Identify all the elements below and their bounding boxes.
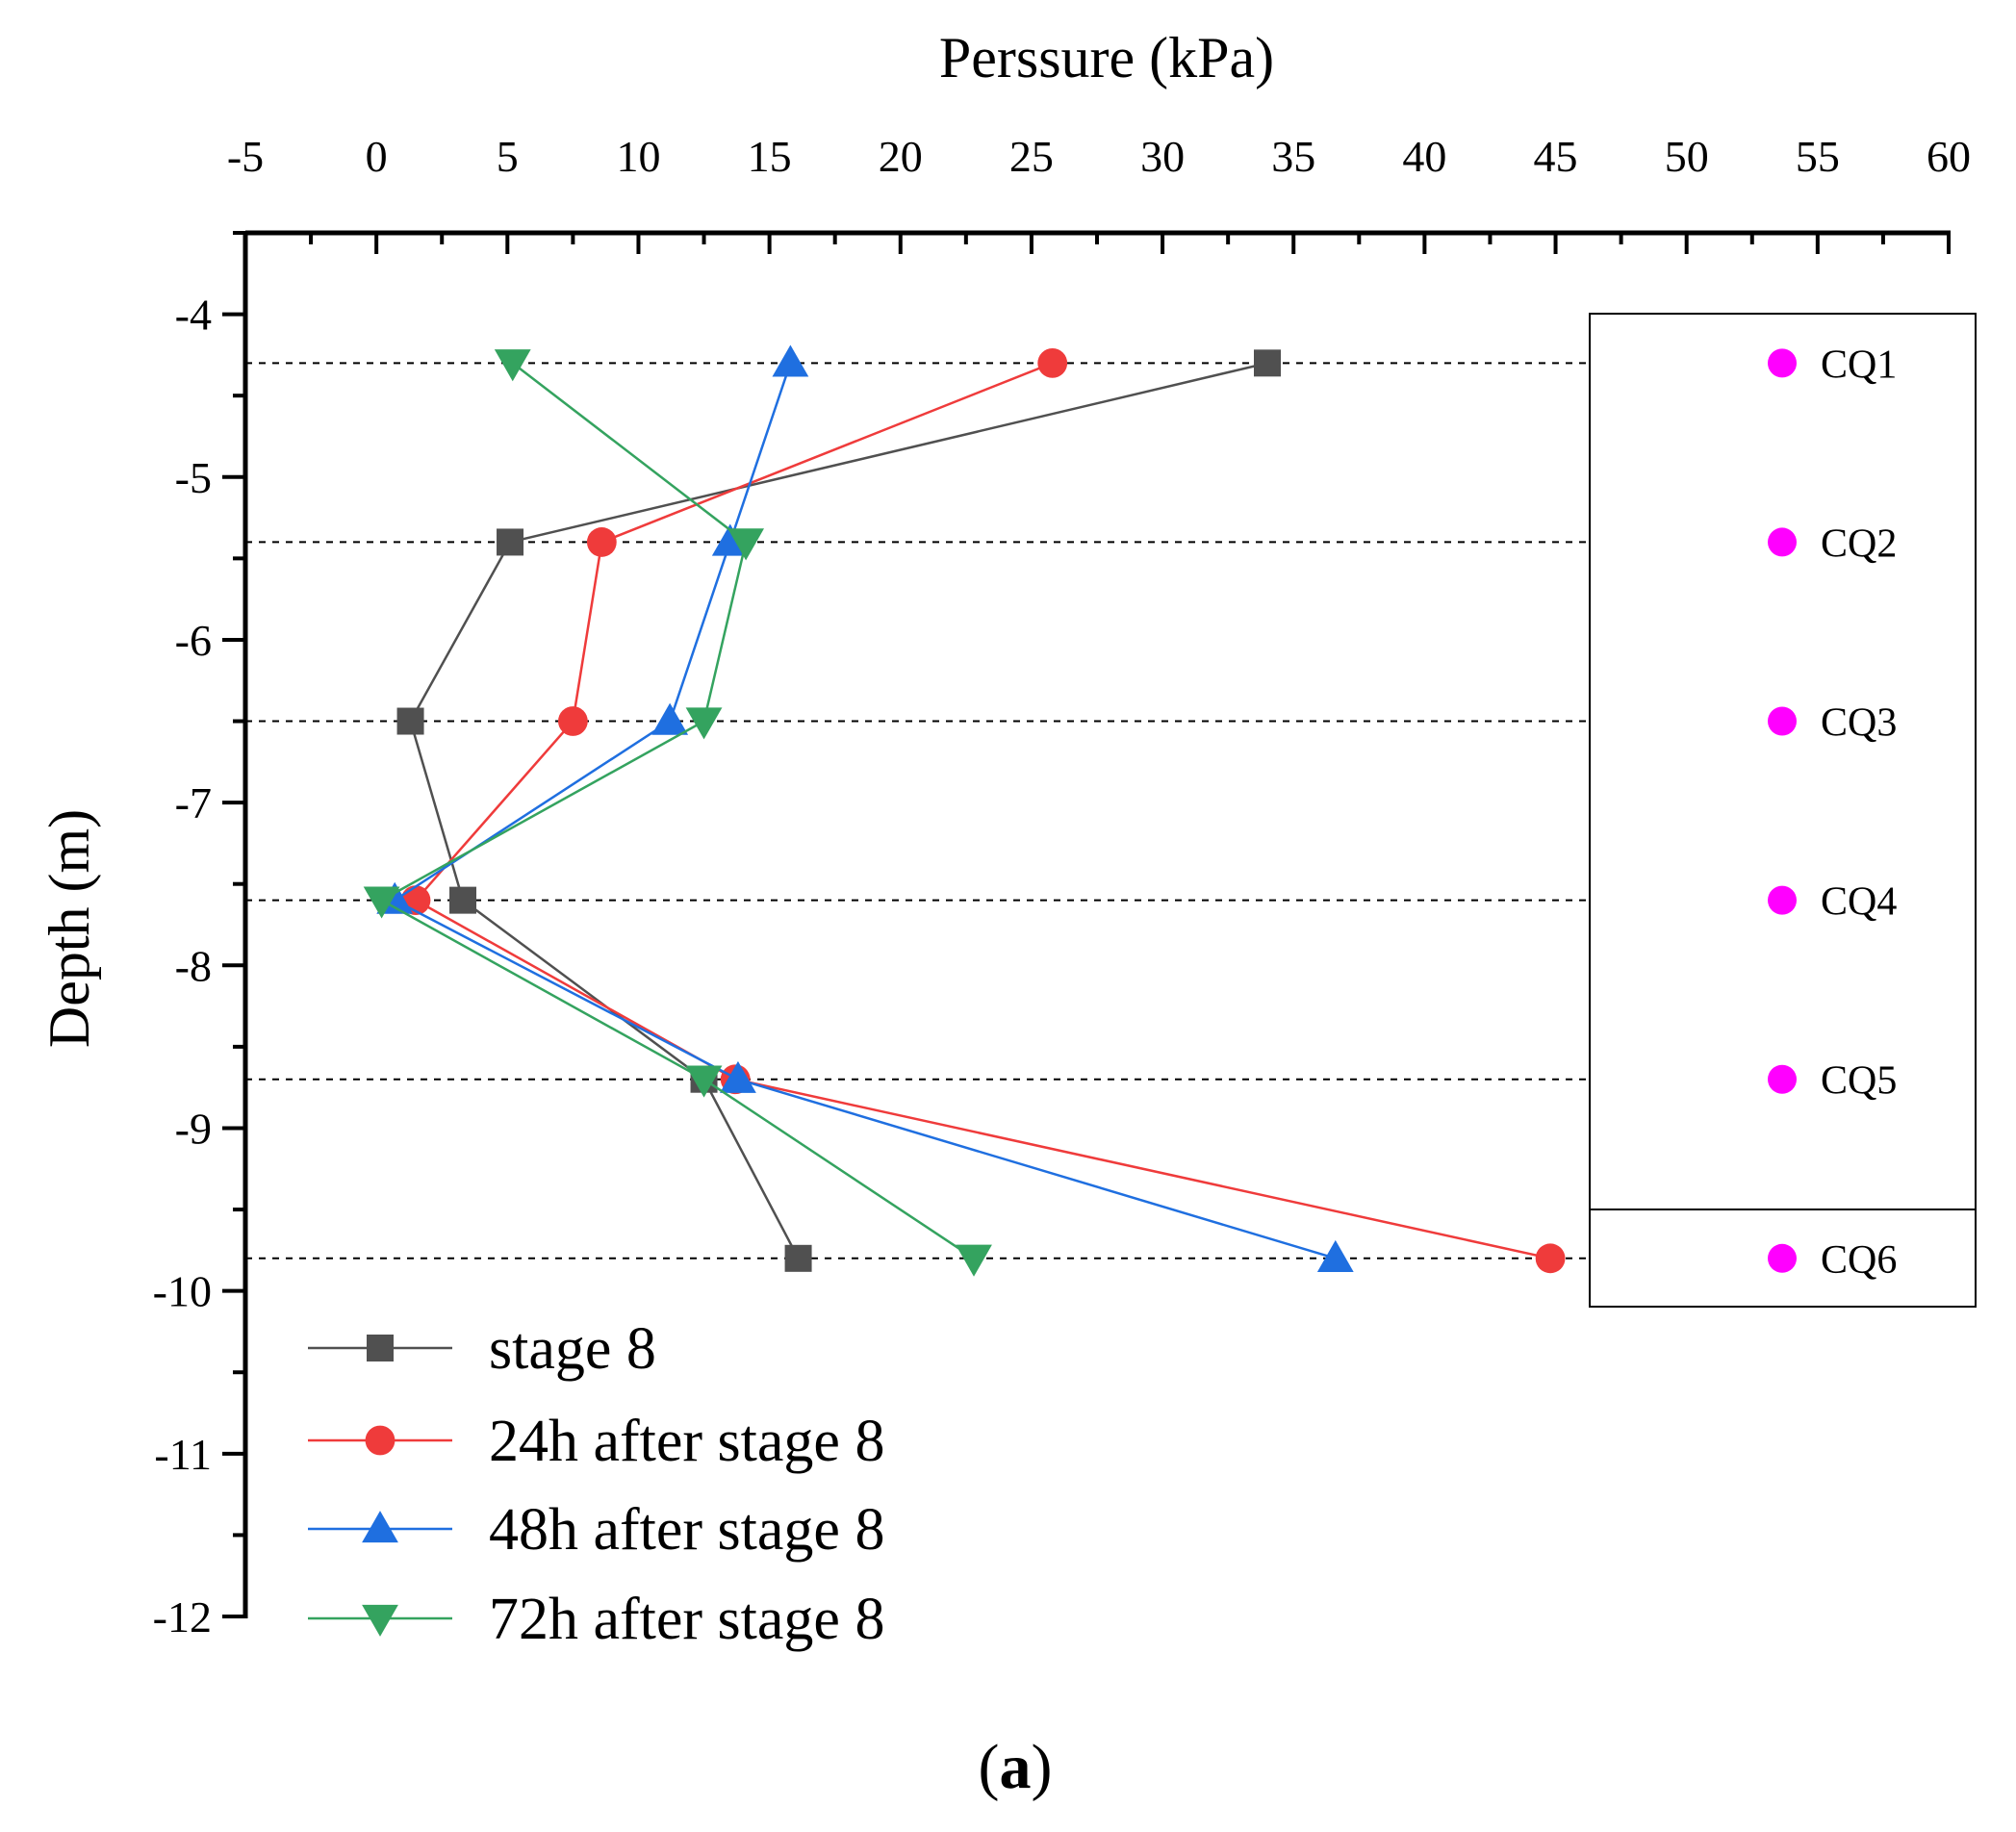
series-3 xyxy=(376,344,1354,1272)
x-axis-title: Perssure (kPa) xyxy=(939,26,1274,89)
legend: stage 8 24h after stage 8 48h after stage … xyxy=(308,1316,884,1652)
series-2-line xyxy=(414,362,1551,1260)
x-tick-label: 15 xyxy=(748,132,792,181)
legend-item-3: 48h after stage 8 xyxy=(308,1497,884,1563)
sensor-box-upper xyxy=(1589,313,1977,1210)
series-1-point xyxy=(1254,349,1281,377)
figure-caption: (a) xyxy=(979,1732,1053,1802)
series-2-point xyxy=(1535,1243,1566,1274)
legend-label-3: 48h after stage 8 xyxy=(489,1497,884,1563)
x-tick-label: 0 xyxy=(366,132,388,181)
series-1 xyxy=(396,349,1281,1272)
series-2-point xyxy=(586,527,617,557)
series-1-point xyxy=(449,886,477,914)
x-tick-label: 55 xyxy=(1796,132,1840,181)
series-4-point xyxy=(494,349,531,382)
series-2 xyxy=(400,347,1566,1274)
series-3-point xyxy=(651,702,689,735)
legend-marker-4 xyxy=(362,1604,398,1637)
legend-item-4: 72h after stage 8 xyxy=(308,1587,884,1652)
x-tick-label: 45 xyxy=(1534,132,1578,181)
legend-item-2: 24h after stage 8 xyxy=(308,1409,884,1474)
sensor-label-1: CQ1 xyxy=(1821,343,1897,387)
sensor-label-6: CQ6 xyxy=(1821,1238,1897,1283)
sensor-marker-5 xyxy=(1768,1064,1797,1094)
x-tick-label: 30 xyxy=(1140,132,1185,181)
series-3-line xyxy=(392,362,1337,1260)
series-1-point xyxy=(497,528,524,556)
y-tick-label: -11 xyxy=(154,1430,212,1479)
axes: -5 0 5 10 15 20 25 30 35 40 45 50 55 60 -4 -5 -6 -7 -8 -9 -1… xyxy=(153,132,1971,1641)
series-4-point xyxy=(727,528,765,561)
series-4-line xyxy=(379,362,975,1260)
legend-marker-1 xyxy=(367,1335,394,1361)
x-tick-label: 5 xyxy=(497,132,519,181)
sensor-marker-4 xyxy=(1768,885,1797,915)
series-4-point xyxy=(685,1065,723,1098)
sensor-label-5: CQ5 xyxy=(1821,1059,1897,1104)
x-tick-label: 35 xyxy=(1271,132,1315,181)
series-1-point xyxy=(396,707,424,735)
sensor-label-2: CQ2 xyxy=(1821,522,1897,566)
caption-letter: a xyxy=(1000,1732,1032,1802)
series-3-point xyxy=(1316,1239,1354,1272)
series-2-point xyxy=(557,706,588,736)
legend-label-4: 72h after stage 8 xyxy=(489,1587,884,1652)
sensor-marker-3 xyxy=(1768,706,1797,736)
legend-label-1: stage 8 xyxy=(489,1316,656,1382)
series-1-line xyxy=(409,362,1268,1260)
y-tick-label: -10 xyxy=(153,1267,212,1316)
series-4-point xyxy=(956,1244,992,1277)
series-3-point xyxy=(720,1060,756,1093)
legend-marker-2 xyxy=(365,1425,396,1456)
x-tick-label: 60 xyxy=(1927,132,1971,181)
y-tick-label: -8 xyxy=(175,941,212,990)
series-4-point xyxy=(685,707,723,740)
x-tick-label: 20 xyxy=(879,132,923,181)
y-tick-label: -12 xyxy=(153,1592,212,1641)
caption-open-paren: ( xyxy=(979,1732,1000,1802)
x-tick-label: -5 xyxy=(227,132,264,181)
x-tick-label: 25 xyxy=(1009,132,1054,181)
sensor-label-4: CQ4 xyxy=(1821,880,1897,925)
series-1-point xyxy=(784,1244,812,1272)
series-4 xyxy=(363,349,992,1277)
series-2-point xyxy=(1037,347,1068,378)
sensor-panel: CQ1 CQ2 CQ3 CQ4 CQ5 CQ6 xyxy=(1589,313,1977,1308)
legend-marker-3 xyxy=(362,1511,398,1543)
y-tick-label: -5 xyxy=(175,453,212,502)
y-tick-label: -6 xyxy=(175,616,212,665)
y-tick-label: -4 xyxy=(175,291,212,340)
sensor-marker-6 xyxy=(1768,1243,1797,1273)
x-tick-label: 10 xyxy=(616,132,660,181)
depth-reference-lines xyxy=(245,362,1588,1260)
series-4-point xyxy=(363,886,400,919)
x-tick-label: 40 xyxy=(1402,132,1446,181)
sensor-marker-2 xyxy=(1768,527,1797,557)
sensor-label-3: CQ3 xyxy=(1821,701,1897,746)
y-tick-label: -9 xyxy=(175,1104,212,1153)
series-layer xyxy=(363,344,1566,1277)
series-3-point xyxy=(772,344,809,377)
legend-label-2: 24h after stage 8 xyxy=(489,1409,884,1474)
sensor-marker-1 xyxy=(1768,348,1797,378)
x-tick-label: 50 xyxy=(1665,132,1709,181)
y-tick-label: -7 xyxy=(175,778,212,827)
y-axis-title: Depth (m) xyxy=(38,809,101,1048)
legend-item-1: stage 8 xyxy=(308,1316,656,1382)
caption-close-paren: ) xyxy=(1032,1732,1053,1802)
